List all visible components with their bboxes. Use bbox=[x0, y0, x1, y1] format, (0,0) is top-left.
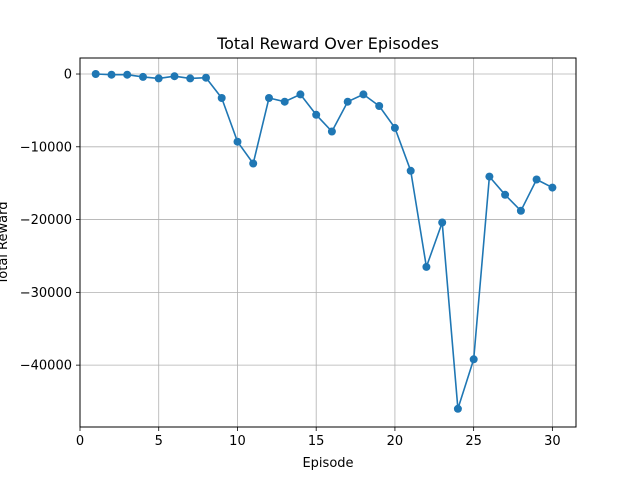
data-point bbox=[91, 70, 100, 78]
y-tick-label: 0 bbox=[64, 68, 72, 83]
data-point bbox=[265, 94, 273, 102]
y-tick-label: −30000 bbox=[20, 286, 72, 301]
data-point bbox=[516, 206, 525, 215]
series-line bbox=[95, 73, 553, 410]
series-polyline bbox=[95, 73, 553, 410]
y-axis-label: Total Reward bbox=[0, 202, 11, 286]
data-point bbox=[532, 175, 541, 184]
data-point bbox=[327, 127, 336, 136]
data-point bbox=[249, 159, 258, 168]
y-tick-label: −40000 bbox=[20, 359, 72, 374]
data-point bbox=[453, 404, 462, 413]
x-tick-label: 30 bbox=[544, 434, 561, 449]
data-point bbox=[107, 70, 116, 79]
data-point bbox=[186, 74, 195, 83]
data-point bbox=[359, 90, 368, 99]
data-point bbox=[154, 74, 163, 83]
y-tick-label: −20000 bbox=[20, 213, 72, 228]
data-point bbox=[501, 190, 510, 199]
x-tick-label: 10 bbox=[229, 434, 246, 449]
data-point bbox=[233, 137, 242, 146]
data-point bbox=[406, 166, 415, 175]
data-point bbox=[202, 73, 210, 82]
x-axis-ticks: 0 5 10 15 20 25 30 bbox=[76, 427, 561, 449]
data-point bbox=[296, 90, 305, 99]
x-tick-label: 5 bbox=[155, 434, 163, 449]
data-point bbox=[343, 97, 352, 106]
data-point bbox=[280, 97, 289, 106]
x-tick-label: 25 bbox=[465, 434, 482, 449]
data-point bbox=[170, 72, 179, 81]
data-point bbox=[548, 183, 557, 192]
data-point bbox=[438, 218, 447, 227]
data-point bbox=[390, 123, 399, 132]
x-axis-label: Episode bbox=[302, 456, 353, 471]
x-tick-label: 15 bbox=[308, 434, 325, 449]
x-tick-label: 0 bbox=[76, 434, 84, 449]
y-axis-ticks: 0 −10000 −20000 −30000 −40000 bbox=[20, 68, 80, 374]
data-point bbox=[217, 94, 226, 102]
chart-title: Total Reward Over Episodes bbox=[216, 34, 439, 53]
plot-frame bbox=[79, 57, 577, 428]
y-tick-label: −10000 bbox=[20, 140, 72, 155]
data-point bbox=[123, 70, 132, 79]
series-points bbox=[91, 70, 557, 413]
data-point bbox=[139, 72, 147, 81]
grid-lines bbox=[79, 58, 576, 427]
data-point bbox=[375, 102, 384, 110]
data-point bbox=[485, 172, 494, 181]
x-tick-label: 20 bbox=[387, 434, 404, 449]
data-point bbox=[422, 262, 431, 271]
data-point bbox=[312, 110, 321, 119]
data-point bbox=[469, 355, 478, 364]
